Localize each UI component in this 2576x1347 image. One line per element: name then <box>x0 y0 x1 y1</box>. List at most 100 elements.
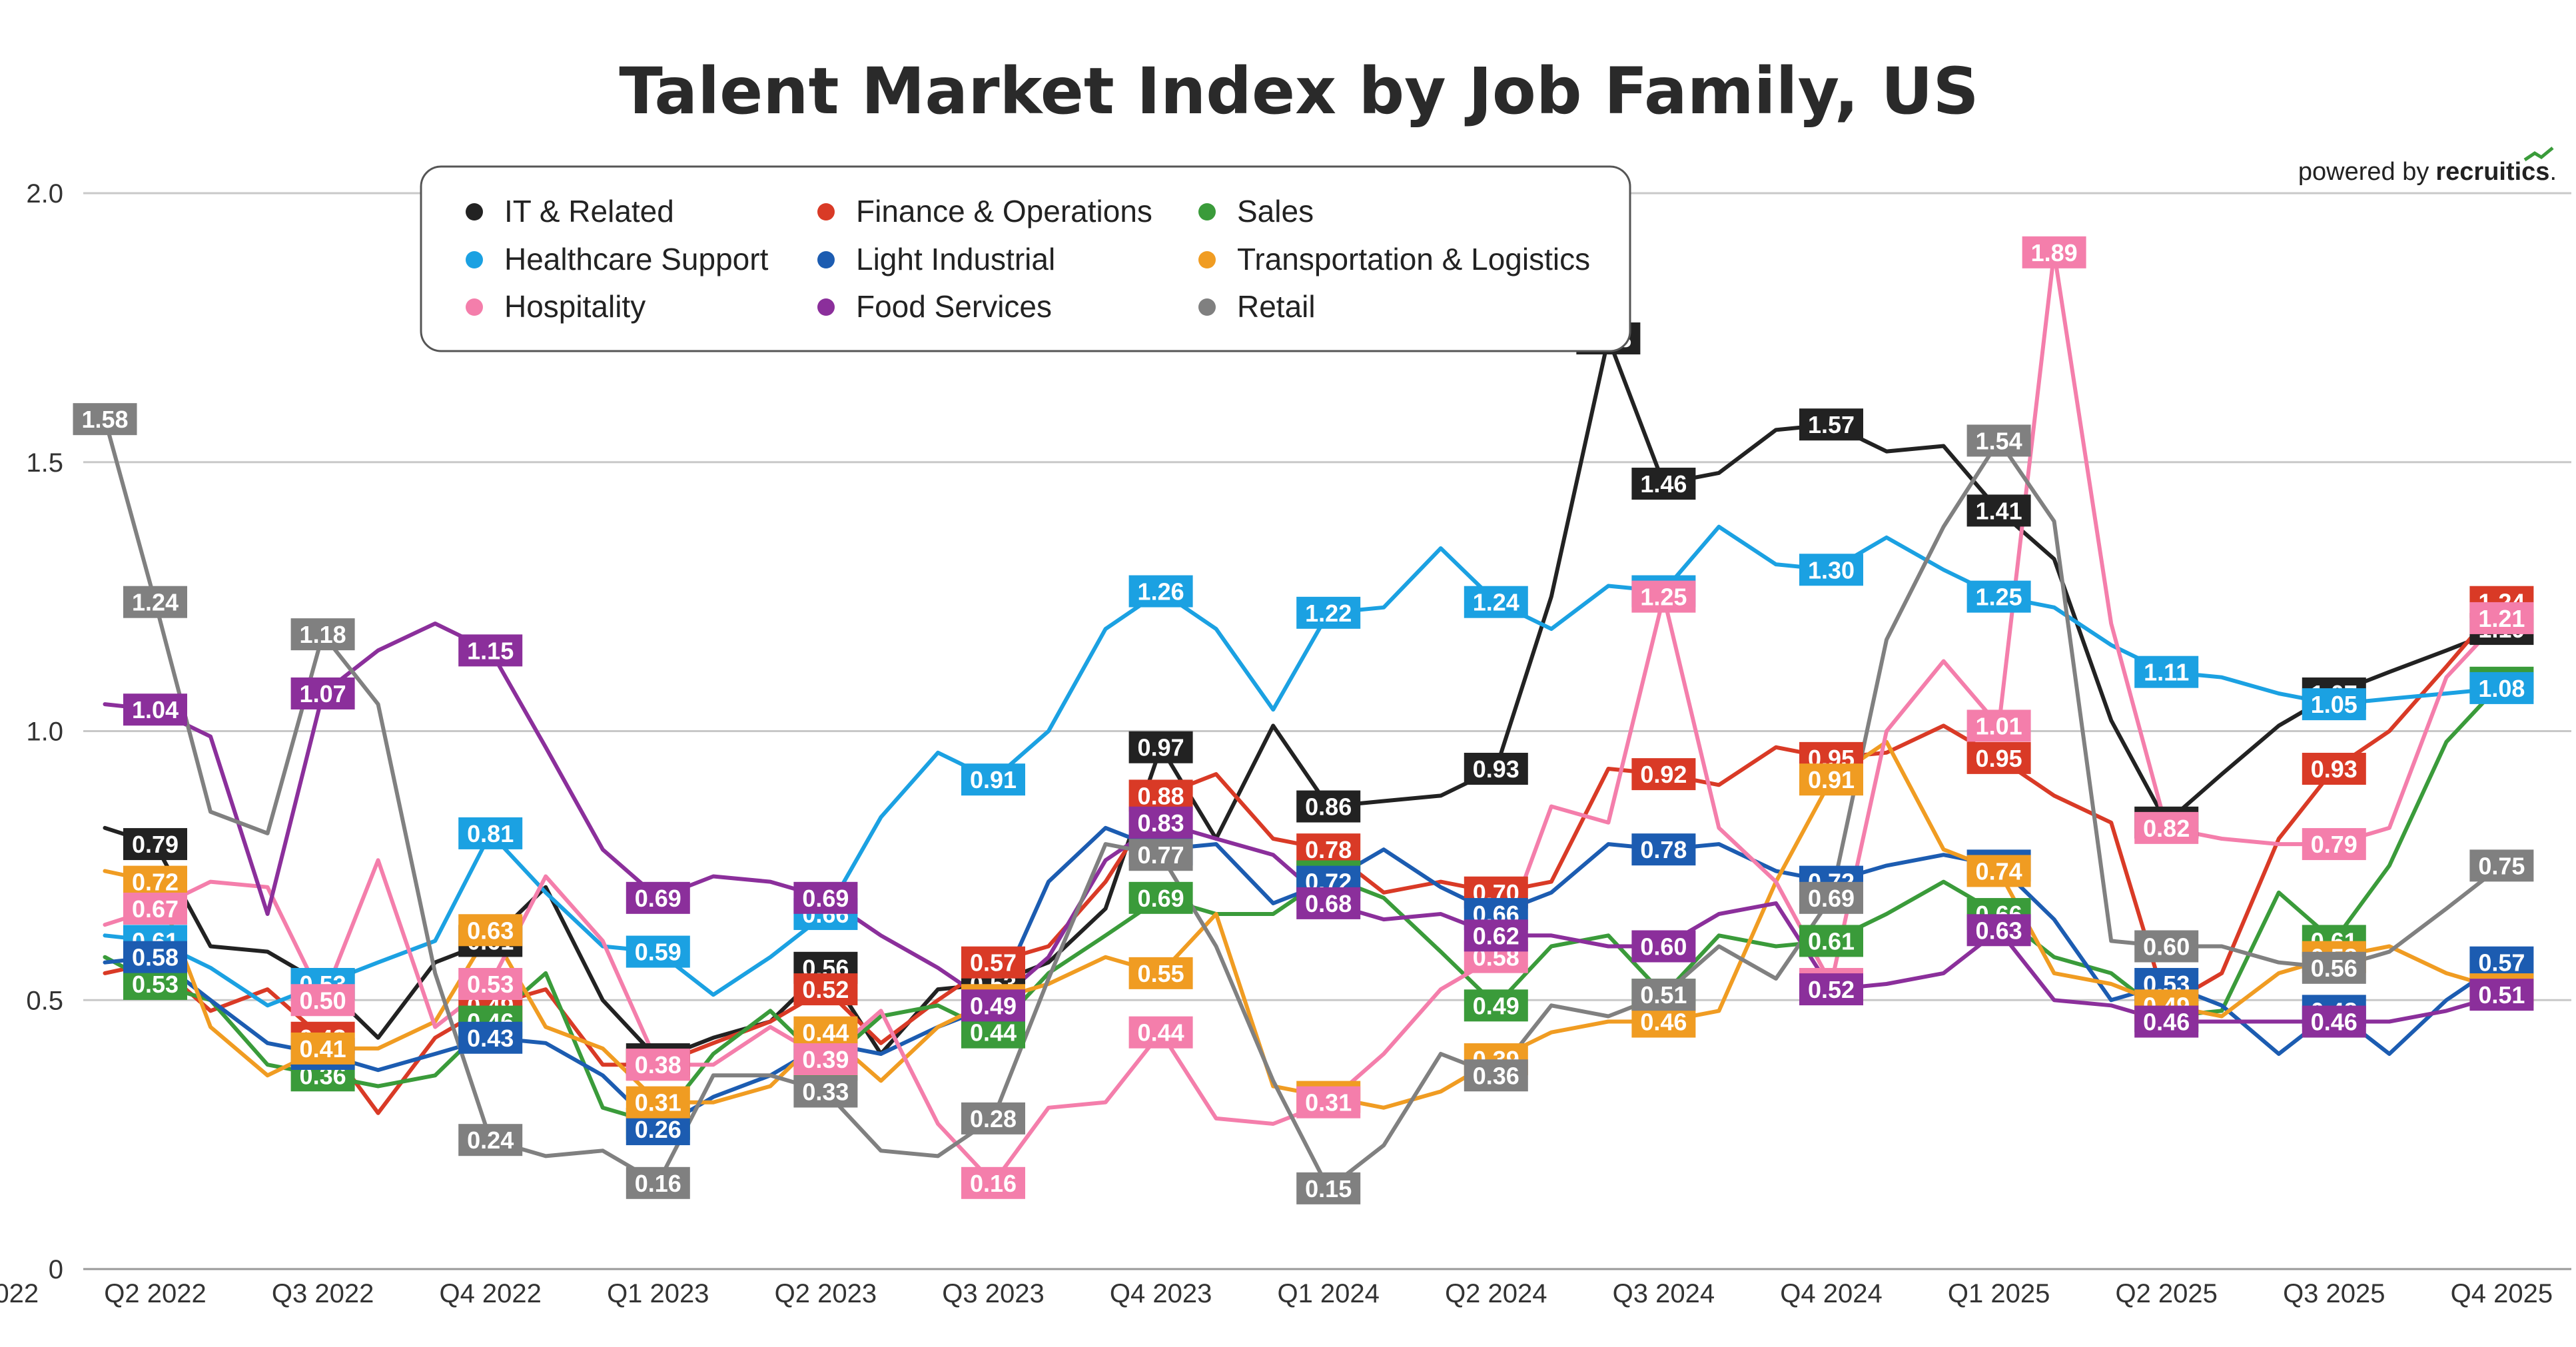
data-label-text: 1.05 <box>2311 691 2358 718</box>
data-label-text: 0.36 <box>1473 1062 1519 1089</box>
data-label-box <box>1799 763 1863 796</box>
data-label-box <box>1128 575 1193 608</box>
data-label-text: 0.75 <box>2478 852 2525 879</box>
data-label: 0.72 <box>123 865 187 898</box>
data-label-text: 0.69 <box>802 885 849 912</box>
data-label-text: 0.93 <box>2311 755 2358 783</box>
legend-marker-icon <box>817 203 835 221</box>
data-label-box <box>793 1016 858 1049</box>
data-label-text: 1.58 <box>81 406 128 433</box>
legend-label: Finance & Operations <box>856 194 1152 228</box>
data-label: 0.56 <box>2302 951 2366 984</box>
data-label: 0.62 <box>1464 919 1528 952</box>
legend-label: Transportation & Logistics <box>1237 242 1590 276</box>
data-label-box <box>458 1124 523 1156</box>
data-label: 0.53 <box>123 968 187 1001</box>
data-label: 0.86 <box>1296 790 1361 823</box>
data-label-text: 0.58 <box>132 944 179 971</box>
branding-mark-icon <box>2523 147 2554 162</box>
data-label-box <box>1631 468 1696 500</box>
data-label: 1.22 <box>1296 596 1361 629</box>
data-label-box <box>290 677 355 709</box>
data-label: 0.26 <box>626 1113 690 1146</box>
legend-marker-icon <box>466 251 483 268</box>
y-tick-label: 0.5 <box>26 986 63 1015</box>
data-label-text: 1.46 <box>1640 470 1687 498</box>
legend-item: Finance & Operations <box>817 194 1152 228</box>
data-label-box <box>1128 1016 1193 1049</box>
data-label-text: 0.72 <box>132 869 179 896</box>
data-label: 0.67 <box>123 892 187 925</box>
data-label: 0.55 <box>1128 957 1193 989</box>
data-label: 1.11 <box>2134 656 2199 688</box>
legend-marker-icon <box>1198 251 1216 268</box>
branding: powered by recruitics. <box>2298 147 2557 186</box>
data-label-box <box>1966 580 2031 613</box>
data-label: 0.31 <box>626 1086 690 1119</box>
data-label-text: 0.49 <box>1473 992 1519 1019</box>
data-label: 1.04 <box>123 693 187 726</box>
x-tick-label: Q3 2022 <box>272 1279 374 1308</box>
data-label: 0.50 <box>290 984 355 1017</box>
x-tick-label: Q1 2023 <box>607 1279 709 1308</box>
data-label-box <box>1799 881 1863 914</box>
data-label-text: 1.15 <box>467 637 514 664</box>
chart-title: Talent Market Index by Job Family, US <box>619 54 1978 129</box>
data-label-text: 0.16 <box>635 1170 681 1197</box>
data-label-text: 0.86 <box>1305 793 1352 821</box>
legend-label: Sales <box>1237 194 1314 228</box>
data-label-text: 0.88 <box>1138 782 1184 809</box>
data-label: 0.60 <box>1631 930 1696 963</box>
data-label-text: 0.78 <box>1305 836 1352 863</box>
data-label: 0.51 <box>1631 979 1696 1011</box>
data-label-box <box>1464 753 1528 785</box>
data-label: 0.83 <box>1128 806 1193 839</box>
data-label-box <box>290 1032 355 1065</box>
data-label-text: 0.97 <box>1138 734 1184 761</box>
data-label-box <box>961 1166 1025 1199</box>
data-label-text: 1.11 <box>2144 659 2189 686</box>
x-tick-label: Q3 2023 <box>942 1279 1044 1308</box>
legend-label: Light Industrial <box>856 242 1055 276</box>
data-label-box <box>2302 688 2366 721</box>
data-label-box <box>2302 753 2366 785</box>
data-label-box <box>1128 731 1193 763</box>
x-tick-label: Q1 2024 <box>1277 1279 1379 1308</box>
branding-prefix: powered by <box>2298 158 2429 186</box>
data-label-text: 0.52 <box>1808 976 1855 1003</box>
data-label: 0.69 <box>1128 881 1193 914</box>
data-label-text: 0.38 <box>635 1051 681 1079</box>
data-label-box <box>458 968 523 1001</box>
legend-item: Retail <box>1198 289 1316 324</box>
x-tick-label: Q3 2025 <box>2283 1279 2385 1308</box>
data-label-box <box>1128 957 1193 989</box>
legend-item: Sales <box>1198 194 1314 228</box>
data-label-text: 0.46 <box>2143 1009 2190 1036</box>
branding-suffix: . <box>2549 158 2557 186</box>
data-label-text: 0.69 <box>1808 885 1855 912</box>
data-label-text: 0.62 <box>1473 922 1519 949</box>
data-label-box <box>793 881 858 914</box>
data-label: 0.59 <box>626 935 690 968</box>
data-label-text: 0.50 <box>300 987 346 1014</box>
legend-item: Hospitality <box>466 289 645 324</box>
data-label-text: 0.46 <box>2311 1009 2358 1036</box>
data-label-text: 0.53 <box>132 971 179 998</box>
x-tick-label: Q2 2023 <box>775 1279 877 1308</box>
branding-name: recruitics <box>2435 158 2549 186</box>
legend-label: Retail <box>1237 289 1316 324</box>
legend-label: Food Services <box>856 289 1052 324</box>
data-label-box <box>458 914 523 947</box>
data-label-box <box>1631 979 1696 1011</box>
data-label-text: 0.69 <box>1138 885 1184 912</box>
data-label-text: 0.41 <box>300 1035 346 1063</box>
data-label-box <box>1966 424 2031 457</box>
data-label-box <box>2134 811 2199 844</box>
data-label-box <box>1631 1005 1696 1038</box>
data-label-text: 0.91 <box>1808 766 1855 793</box>
data-label-box <box>2022 236 2086 268</box>
data-label-text: 0.24 <box>467 1126 514 1154</box>
data-label-box <box>1631 758 1696 791</box>
data-label-text: 0.95 <box>1976 745 2022 772</box>
data-label: 1.41 <box>1966 494 2031 527</box>
